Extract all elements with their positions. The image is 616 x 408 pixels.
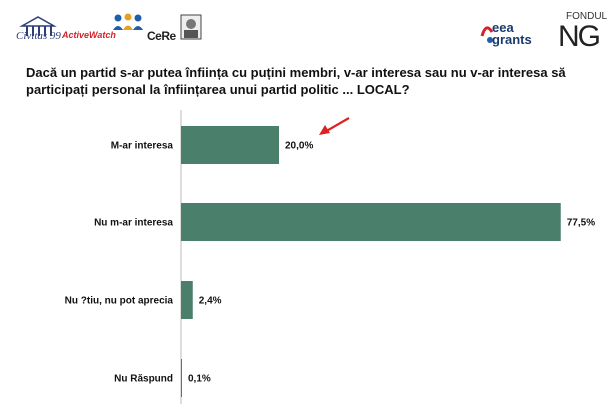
bars-group (181, 126, 561, 397)
eea-grants-text: eea grants (492, 20, 532, 47)
header: Civitas 99 ActiveWatch CeRe eea grants F… (0, 0, 616, 58)
category-label-2: Nu ?tiu, nu pot aprecia (65, 296, 174, 307)
people-group-icon (113, 13, 143, 30)
bar-3 (181, 359, 182, 397)
portrait-icon (180, 14, 202, 40)
bar-2 (181, 281, 193, 319)
grants-text: grants (492, 32, 532, 47)
eea-text: eea (492, 20, 514, 35)
eea-grants-swirl-icon (480, 26, 494, 43)
bar-0 (181, 126, 279, 164)
activewatch-logo-text: ActiveWatch (62, 30, 116, 40)
value-label-1: 77,5% (567, 218, 595, 229)
category-label-3: Nu Răspund (114, 374, 173, 385)
category-label-0: M-ar interesa (111, 141, 174, 152)
value-label-2: 2,4% (199, 296, 222, 307)
value-label-3: 0,1% (188, 374, 211, 385)
category-labels-group: M-ar interesa Nu m-ar interesa Nu ?tiu, nu… (65, 141, 174, 385)
fondul-text: FONDUL (566, 11, 608, 22)
category-label-1: Nu m-ar interesa (94, 218, 173, 229)
ngo-logo-text: NG (558, 20, 601, 53)
value-labels-group: 20,0% 77,5% 2,4% 0,1% (188, 141, 595, 385)
civitas-building-icon (19, 16, 57, 36)
chart-title: Dacă un partid s-ar putea înființa cu pu… (26, 65, 566, 97)
value-label-0: 20,0% (285, 141, 313, 152)
bar-1 (181, 203, 561, 241)
cere-logo-text: CeRe (147, 29, 176, 43)
civitas-logo-text: Civitas 99 (16, 30, 61, 42)
arrow-head (319, 125, 330, 135)
annotation-arrow (319, 117, 350, 135)
